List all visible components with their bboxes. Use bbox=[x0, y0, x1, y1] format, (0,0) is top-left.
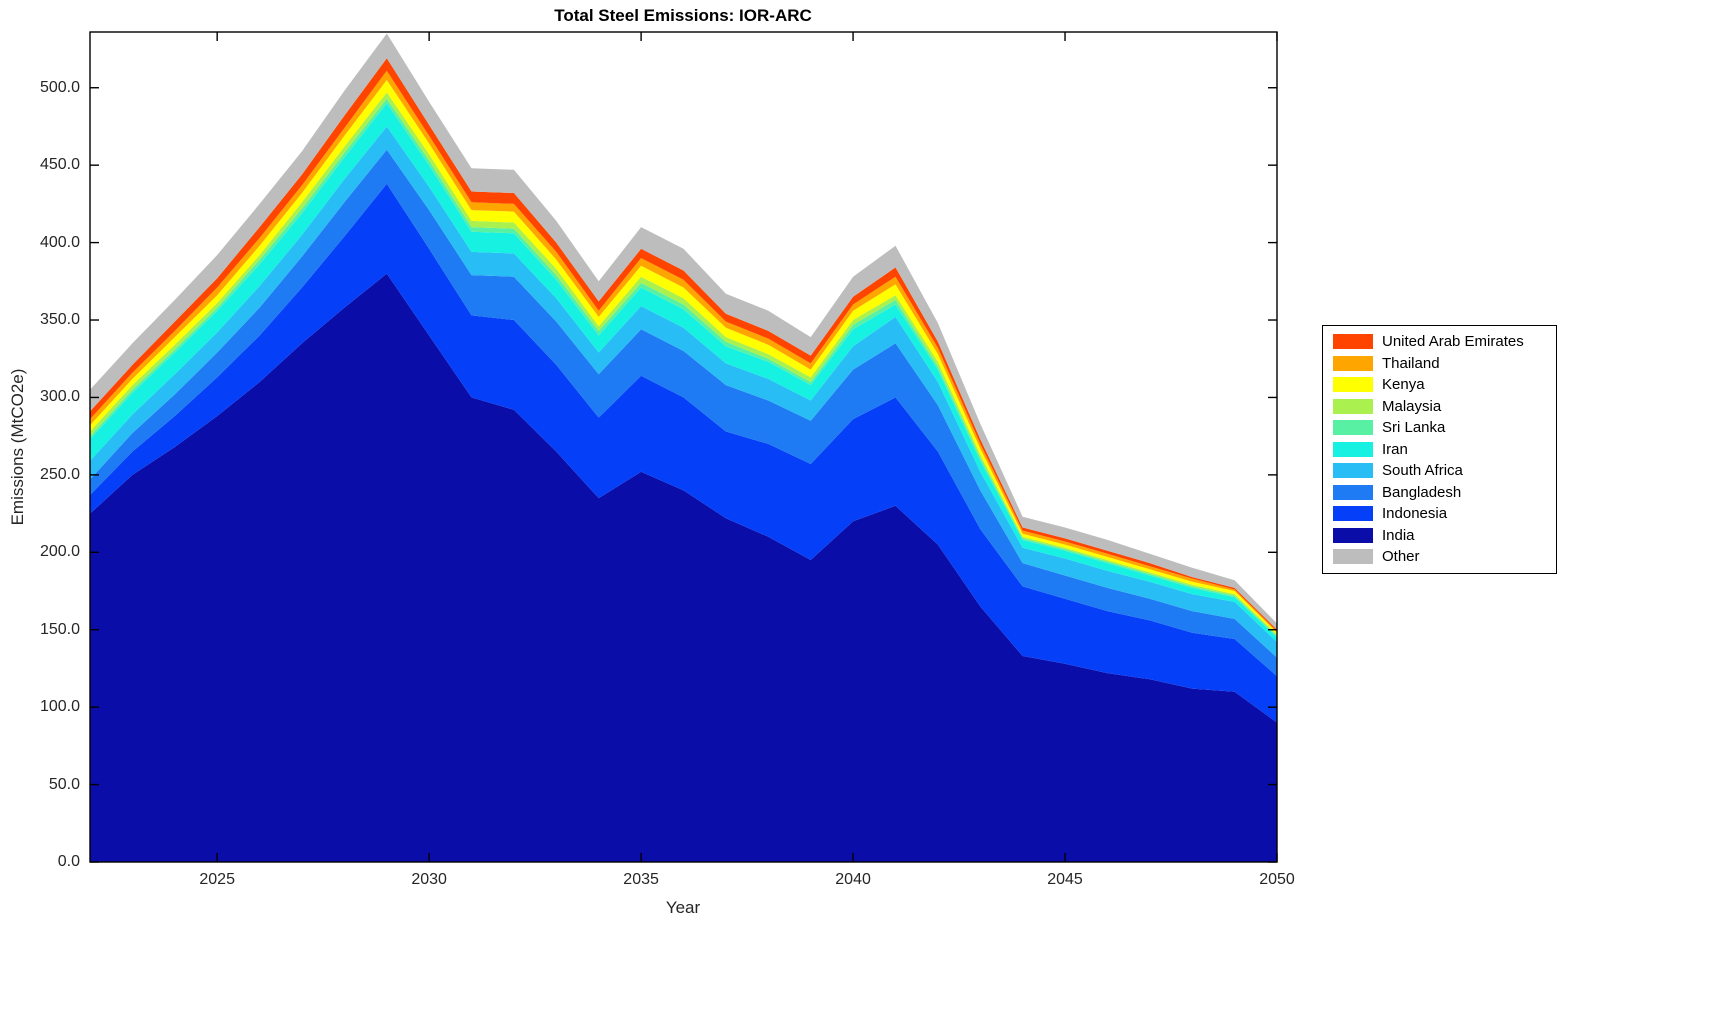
legend-item-malaysia: Malaysia bbox=[1323, 396, 1556, 418]
legend: United Arab Emirates Thailand Kenya Malaysi… bbox=[1322, 325, 1557, 574]
legend-label: Sri Lanka bbox=[1382, 419, 1446, 437]
legend-swatch-thailand bbox=[1333, 355, 1373, 371]
legend-swatch-bangladesh bbox=[1333, 484, 1373, 500]
legend-label: Indonesia bbox=[1382, 505, 1448, 523]
legend-item-kenya: Kenya bbox=[1323, 374, 1556, 396]
y-tick-label: 50.0 bbox=[48, 775, 80, 793]
legend-label: Kenya bbox=[1382, 376, 1425, 394]
legend-item-india: India bbox=[1323, 525, 1556, 547]
legend-item-united-arab-emirates: United Arab Emirates bbox=[1323, 331, 1556, 353]
chart-title: Total Steel Emissions: IOR-ARC bbox=[554, 6, 812, 25]
area-series-indonesia bbox=[90, 183, 1277, 723]
legend-label: South Africa bbox=[1382, 462, 1463, 480]
legend-swatch-united-arab-emirates bbox=[1333, 334, 1373, 350]
legend-item-sri-lanka: Sri Lanka bbox=[1323, 417, 1556, 439]
legend-item-other: Other bbox=[1323, 546, 1556, 568]
legend-label: United Arab Emirates bbox=[1382, 333, 1524, 351]
legend-item-bangladesh: Bangladesh bbox=[1323, 482, 1556, 504]
legend-label: Thailand bbox=[1382, 354, 1440, 372]
y-axis-label: Emissions (MtCO2e) bbox=[8, 368, 27, 526]
legend-swatch-other bbox=[1333, 549, 1373, 565]
legend-swatch-sri-lanka bbox=[1333, 420, 1373, 436]
y-tick-label: 200.0 bbox=[39, 543, 80, 561]
legend-label: Bangladesh bbox=[1382, 483, 1462, 501]
legend-item-south-africa: South Africa bbox=[1323, 460, 1556, 482]
legend-item-thailand: Thailand bbox=[1323, 353, 1556, 375]
axes-box bbox=[89, 31, 1278, 863]
legend-swatch-iran bbox=[1333, 441, 1373, 457]
x-tick-label: 2050 bbox=[1259, 871, 1295, 888]
legend-label: Malaysia bbox=[1382, 397, 1442, 415]
x-tick-label: 2045 bbox=[1047, 871, 1083, 888]
area-series-india bbox=[90, 273, 1277, 863]
x-tick-label: 2040 bbox=[835, 871, 871, 888]
x-axis-label: Year bbox=[665, 898, 701, 917]
legend-item-indonesia: Indonesia bbox=[1323, 503, 1556, 525]
legend-label: Other bbox=[1382, 548, 1420, 566]
y-tick-label: 350.0 bbox=[39, 311, 80, 329]
legend-swatch-kenya bbox=[1333, 377, 1373, 393]
y-tick-label: 0.0 bbox=[57, 853, 80, 870]
legend-swatch-malaysia bbox=[1333, 398, 1373, 414]
y-tick-label: 400.0 bbox=[39, 233, 80, 251]
legend-swatch-indonesia bbox=[1333, 506, 1373, 522]
y-tick-label: 500.0 bbox=[39, 78, 80, 96]
y-tick-label: 450.0 bbox=[39, 156, 80, 174]
y-tick-label: 250.0 bbox=[39, 465, 80, 483]
y-tick-label: 300.0 bbox=[39, 388, 80, 406]
y-tick-label: 100.0 bbox=[39, 698, 80, 716]
legend-swatch-india bbox=[1333, 527, 1373, 543]
x-tick-label: 2025 bbox=[199, 871, 235, 888]
x-tick-label: 2030 bbox=[411, 871, 447, 888]
y-tick-label: 150.0 bbox=[39, 620, 80, 638]
legend-item-iran: Iran bbox=[1323, 439, 1556, 461]
legend-swatch-south-africa bbox=[1333, 463, 1373, 479]
legend-label: Iran bbox=[1382, 440, 1408, 458]
legend-label: India bbox=[1382, 526, 1415, 544]
x-tick-label: 2035 bbox=[623, 871, 659, 888]
